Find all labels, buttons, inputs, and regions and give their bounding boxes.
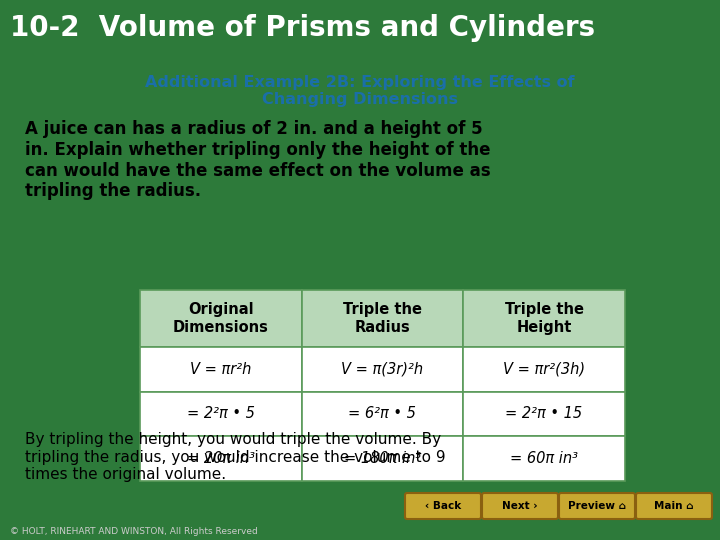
Text: V = π(3r)²h: V = π(3r)²h bbox=[341, 362, 423, 377]
Bar bbox=[463, 290, 625, 347]
Text: Original
Dimensions: Original Dimensions bbox=[173, 302, 269, 335]
Text: Additional Example 2B: Exploring the Effects of
Changing Dimensions: Additional Example 2B: Exploring the Eff… bbox=[145, 75, 575, 107]
Bar bbox=[463, 436, 625, 481]
Bar bbox=[140, 290, 302, 347]
Text: ‹ Back: ‹ Back bbox=[425, 501, 461, 511]
Text: Preview ⌂: Preview ⌂ bbox=[568, 501, 626, 511]
Bar bbox=[302, 347, 463, 392]
Text: = 2²π • 15: = 2²π • 15 bbox=[505, 407, 582, 422]
Text: = 6²π • 5: = 6²π • 5 bbox=[348, 407, 416, 422]
FancyBboxPatch shape bbox=[482, 493, 558, 519]
Bar bbox=[463, 347, 625, 392]
Bar bbox=[302, 436, 463, 481]
Bar bbox=[463, 392, 625, 436]
Text: Triple the
Height: Triple the Height bbox=[505, 302, 583, 335]
Text: = 2²π • 5: = 2²π • 5 bbox=[186, 407, 255, 422]
Bar bbox=[140, 436, 302, 481]
Bar bbox=[302, 290, 463, 347]
Text: = 20π in³: = 20π in³ bbox=[186, 451, 255, 466]
Bar bbox=[302, 392, 463, 436]
Text: © HOLT, RINEHART AND WINSTON, All Rights Reserved: © HOLT, RINEHART AND WINSTON, All Rights… bbox=[10, 526, 258, 536]
Text: By tripling the height, you would triple the volume. By
tripling the radius, you: By tripling the height, you would triple… bbox=[25, 432, 446, 482]
Text: = 180π in³: = 180π in³ bbox=[343, 451, 421, 466]
Bar bbox=[140, 347, 302, 392]
Bar bbox=[140, 392, 302, 436]
FancyBboxPatch shape bbox=[405, 493, 481, 519]
Text: 10-2  Volume of Prisms and Cylinders: 10-2 Volume of Prisms and Cylinders bbox=[10, 14, 595, 42]
Text: Triple the
Radius: Triple the Radius bbox=[343, 302, 422, 335]
FancyBboxPatch shape bbox=[559, 493, 635, 519]
Text: Main ⌂: Main ⌂ bbox=[654, 501, 694, 511]
Text: = 60π in³: = 60π in³ bbox=[510, 451, 578, 466]
Text: V = πr²h: V = πr²h bbox=[190, 362, 251, 377]
Text: A juice can has a radius of 2 in. and a height of 5
in. Explain whether tripling: A juice can has a radius of 2 in. and a … bbox=[25, 120, 490, 200]
Text: Next ›: Next › bbox=[503, 501, 538, 511]
FancyBboxPatch shape bbox=[636, 493, 712, 519]
Text: V = πr²(3h): V = πr²(3h) bbox=[503, 362, 585, 377]
